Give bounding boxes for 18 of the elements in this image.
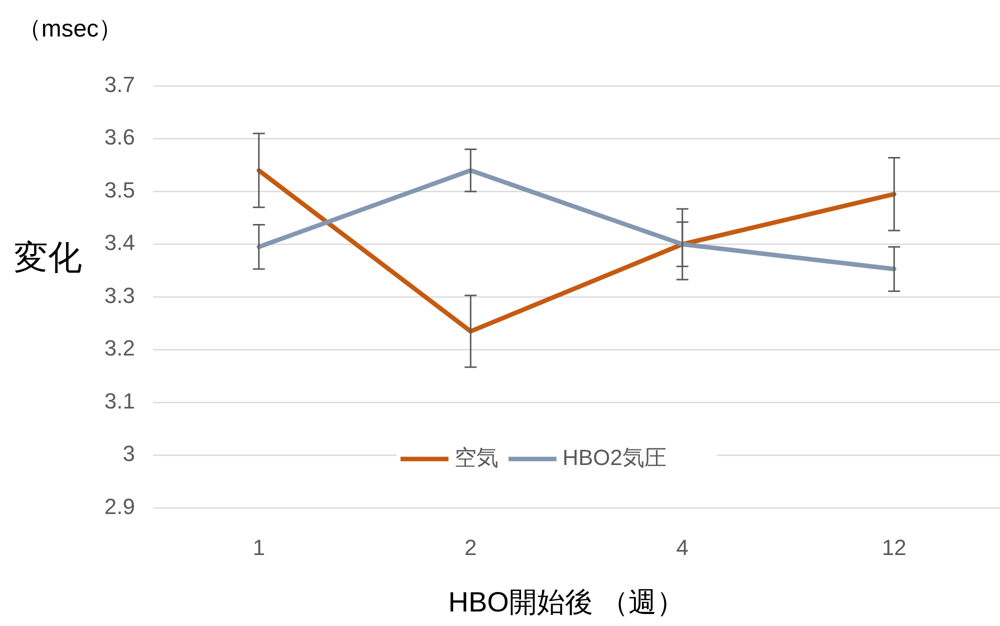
ytick: 3.3 [104,282,135,308]
xlabel: HBO開始後 （週） [448,586,685,618]
xtick: 12 [882,534,906,560]
legend-label: HBO2気圧 [562,444,666,470]
ytick: 3.1 [104,388,135,414]
xtick: 4 [676,534,688,560]
ylabel: 変化 [14,238,82,277]
ytick: 3.6 [104,124,135,150]
xtick: 1 [252,534,265,560]
xtick: 2 [464,534,477,560]
ytick: 3 [122,441,135,466]
legend-label: 空気 [454,444,498,470]
ytick: 2.9 [104,494,135,519]
ytick: 3.5 [104,177,135,202]
ytick: 3.7 [104,72,135,97]
annotation: （msec） [17,15,123,42]
ytick: 3.2 [104,336,135,361]
ytick: 3.4 [104,230,135,256]
